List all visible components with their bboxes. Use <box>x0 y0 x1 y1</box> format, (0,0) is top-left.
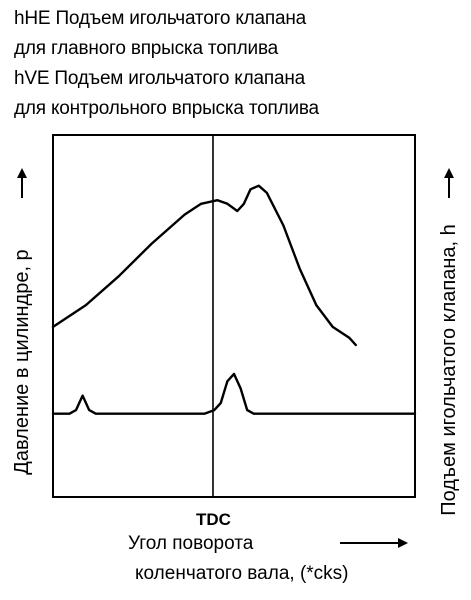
series-needle-lift-line <box>51 372 417 415</box>
legend-line-4: для контрольного впрыска топлива <box>14 98 319 119</box>
legend-line-3: hVE Подъем игольчатого клапана <box>14 68 305 89</box>
plot-frame <box>52 134 416 498</box>
legend-line-1: hHE Подъем игольчатого клапана <box>14 8 307 29</box>
x-axis-label-line-1: Угол поворота <box>128 533 254 554</box>
x-axis-label-line-2: коленчатого вала, (*cks) <box>135 563 349 584</box>
series-pressure-line <box>51 184 357 347</box>
y-axis-label-left: Давление в цилиндре, p <box>11 249 33 475</box>
legend-line-2: для главного впрыска топлива <box>14 38 278 59</box>
tick-label-tdc: TDC <box>196 510 231 529</box>
y-axis-label-right: Подъем игольчатого клапана, h <box>438 224 460 516</box>
